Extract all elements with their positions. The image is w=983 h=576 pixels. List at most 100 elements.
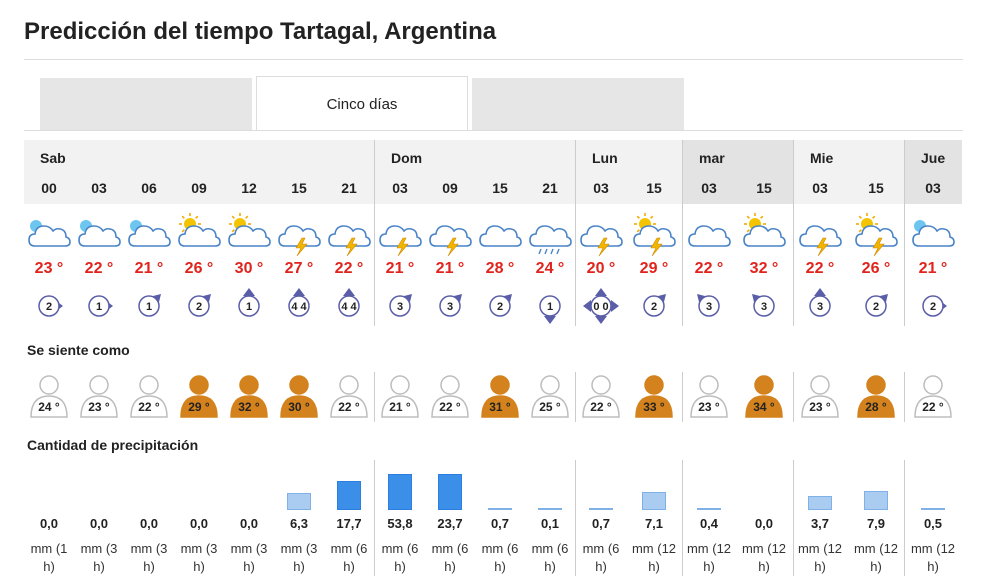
day-separator [682, 460, 683, 576]
feels-like-value: 23 ° [698, 400, 720, 414]
precip-bar [438, 474, 462, 510]
wind-arrow-icon: 1 [229, 286, 269, 326]
person-icon [634, 374, 674, 418]
day-header-dom [375, 140, 575, 204]
wind-arrow-icon: 2 [179, 286, 219, 326]
hour-label: 03 [392, 180, 408, 196]
sun-thunderstorm-icon [853, 212, 899, 257]
precip-bar [287, 493, 311, 510]
temperature: 29 ° [639, 260, 669, 277]
precip-value: 0,7 [490, 516, 510, 531]
day-separator [374, 372, 375, 422]
person-icon [480, 374, 520, 418]
wind-arrow-icon: 3 [380, 286, 420, 326]
day-separator [682, 372, 683, 422]
wind-arrow-icon: 1 [79, 286, 119, 326]
feels-like-value: 23 ° [88, 400, 110, 414]
precip-unit: mm (6 h) [381, 541, 419, 574]
person-icon [530, 374, 570, 418]
tab-3-label [472, 78, 684, 130]
precipitation-heading: Cantidad de precipitación [27, 437, 199, 453]
temperature: 26 ° [861, 260, 891, 277]
person-icon [744, 374, 784, 418]
hour-label: 21 [341, 180, 357, 196]
precip-bar [808, 495, 832, 510]
feels-like-value: 22 ° [590, 400, 612, 414]
hour-label: 03 [812, 180, 828, 196]
wind-speed: 2 [930, 301, 936, 313]
sun-cloud-icon [226, 212, 272, 256]
day-separator [575, 140, 576, 326]
temperature: 22 ° [805, 260, 835, 277]
day-name: Jue [921, 150, 946, 166]
precip-unit: mm (3 h) [280, 541, 318, 574]
temperature: 27 ° [284, 260, 314, 277]
page-title: Predicción del tiempo Tartagal, Argentin… [24, 18, 497, 45]
precip-value: 6,3 [289, 516, 309, 531]
precip-unit: mm (6 h) [431, 541, 469, 574]
wind-arrow-icon: 2 [480, 286, 520, 326]
wind-speed: 1 [246, 301, 252, 313]
precip-unit: mm (12 h) [910, 541, 956, 574]
precip-unit: mm (6 h) [481, 541, 519, 574]
wind-arrow-icon: 0 0 [581, 286, 621, 326]
precip-value: 0,0 [239, 516, 259, 531]
precip-bar [864, 491, 888, 510]
feels-like-value: 31 ° [489, 400, 511, 414]
precip-unit: mm (1 h) [30, 541, 68, 574]
day-name: Mie [810, 150, 834, 166]
wind-speed: 2 [196, 301, 202, 313]
hour-label: 03 [701, 180, 717, 196]
temperature: 21 ° [385, 260, 415, 277]
wind-arrow-icon: 3 [689, 286, 729, 326]
temperature: 26 ° [184, 260, 214, 277]
precip-bar [642, 492, 666, 510]
wind-speed: 3 [817, 301, 823, 313]
precip-value: 0,0 [39, 516, 59, 531]
precip-unit: mm (6 h) [330, 541, 368, 574]
wind-speed: 1 [96, 301, 102, 313]
tab-1[interactable] [40, 78, 252, 130]
wind-speed: 3 [397, 301, 403, 313]
day-separator [374, 140, 375, 326]
day-name: Lun [592, 150, 618, 166]
precip-value: 0,5 [923, 516, 943, 531]
tab-five-days[interactable]: Cinco días [256, 76, 468, 131]
precip-unit: mm (12 h) [741, 541, 787, 574]
day-separator [793, 140, 794, 326]
precip-unit: mm (12 h) [797, 541, 843, 574]
precip-bar [589, 508, 613, 510]
day-separator [904, 140, 905, 326]
wind-speed: 4 4 [341, 301, 357, 313]
sun-cloud-icon [176, 212, 222, 256]
person-icon [179, 374, 219, 418]
precip-value: 0,0 [189, 516, 209, 531]
feels-like-value: 32 ° [238, 400, 260, 414]
wind-arrow-icon: 4 4 [329, 286, 369, 326]
precip-unit: mm (12 h) [853, 541, 899, 574]
day-header-lun [576, 140, 682, 204]
person-icon [380, 374, 420, 418]
precip-unit: mm (6 h) [531, 541, 569, 574]
feels-like-value: 28 ° [865, 400, 887, 414]
hour-label: 12 [241, 180, 257, 196]
tab-3[interactable] [472, 78, 684, 130]
wind-speed: 2 [46, 301, 52, 313]
precip-value: 17,7 [336, 516, 362, 531]
temperature: 22 ° [84, 260, 114, 277]
sun-cloud-icon [741, 212, 787, 256]
day-separator [682, 140, 683, 326]
title-divider [24, 59, 963, 60]
day-separator [904, 372, 905, 422]
wind-arrow-icon: 3 [800, 286, 840, 326]
tabs-divider [24, 130, 963, 131]
day-name: Sab [40, 150, 66, 166]
hour-label: 09 [442, 180, 458, 196]
person-icon [913, 374, 953, 418]
precip-value: 0,7 [591, 516, 611, 531]
temperature: 22 ° [334, 260, 364, 277]
precip-unit: mm (3 h) [80, 541, 118, 574]
feels-like-value: 22 ° [439, 400, 461, 414]
precip-value: 0,0 [139, 516, 159, 531]
feels-like-value: 29 ° [188, 400, 210, 414]
